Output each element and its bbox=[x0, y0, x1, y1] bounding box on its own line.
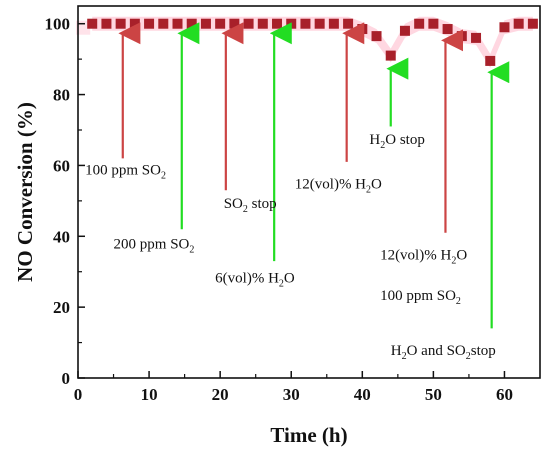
data-point bbox=[257, 18, 268, 29]
data-point bbox=[357, 24, 368, 35]
data-point bbox=[172, 18, 183, 29]
data-point bbox=[272, 18, 283, 29]
annotation-a12h2o: 12(vol)% H2O bbox=[295, 176, 382, 195]
annotation-aso2stop: SO2 stop bbox=[224, 196, 277, 215]
data-point bbox=[456, 31, 467, 42]
data-point bbox=[144, 18, 155, 29]
annotation-a6h2o: 6(vol)% H2O bbox=[215, 270, 295, 289]
annotation-ah2ostop: H2O stop bbox=[369, 132, 424, 151]
data-point bbox=[115, 18, 126, 29]
y-axis-title: NO Conversion (%) bbox=[13, 102, 37, 282]
x-tick-label: 20 bbox=[212, 385, 229, 404]
data-point bbox=[328, 18, 339, 29]
x-axis-title: Time (h) bbox=[270, 423, 347, 447]
data-point bbox=[314, 18, 325, 29]
data-point bbox=[101, 18, 112, 29]
annotation-a12h2o2: 12(vol)% H2O bbox=[380, 247, 467, 266]
y-tick-label: 20 bbox=[53, 298, 70, 317]
data-point bbox=[243, 18, 254, 29]
data-point bbox=[129, 18, 140, 29]
data-point bbox=[513, 18, 524, 29]
data-point bbox=[499, 22, 510, 33]
y-tick-label: 100 bbox=[45, 15, 71, 34]
data-point bbox=[485, 55, 496, 66]
data-point bbox=[229, 18, 240, 29]
x-tick-label: 60 bbox=[496, 385, 513, 404]
x-tick-label: 40 bbox=[354, 385, 371, 404]
data-point bbox=[87, 18, 98, 29]
annotation-ah2oso2stop: H2O and SO2stop bbox=[391, 343, 496, 362]
band-area bbox=[92, 16, 533, 68]
data-point bbox=[186, 18, 197, 29]
data-point bbox=[158, 18, 169, 29]
y-tick-label: 0 bbox=[62, 369, 71, 388]
data-point bbox=[385, 50, 396, 61]
x-tick-label: 50 bbox=[425, 385, 442, 404]
data-point bbox=[399, 25, 410, 36]
y-tick-label: 80 bbox=[53, 86, 70, 105]
data-point bbox=[286, 18, 297, 29]
data-point bbox=[215, 18, 226, 29]
annotation-labels: 100 ppm SO2 200 ppm SO2 SO2 stop 6(vol)% H2… bbox=[85, 132, 496, 362]
data-point bbox=[300, 18, 311, 29]
annotation-a100so2: 100 ppm SO2 bbox=[85, 162, 166, 181]
x-tick-label: 30 bbox=[283, 385, 300, 404]
plot-frame bbox=[77, 5, 541, 379]
x-tick-label: 0 bbox=[74, 385, 83, 404]
data-point bbox=[200, 18, 211, 29]
data-point bbox=[527, 18, 538, 29]
annotation-a100so2b: 100 ppm SO2 bbox=[380, 288, 461, 307]
data-point bbox=[414, 18, 425, 29]
axis-ticks: 0 10 20 30 40 50 60 0 20 40 60 80 100 bbox=[45, 15, 513, 404]
data-point bbox=[442, 24, 453, 35]
y-tick-label: 60 bbox=[53, 156, 70, 175]
x-tick-label: 10 bbox=[141, 385, 158, 404]
y-tick-label: 40 bbox=[53, 227, 70, 246]
data-point bbox=[371, 31, 382, 42]
annotation-a200so2: 200 ppm SO2 bbox=[114, 237, 195, 256]
data-point bbox=[343, 18, 354, 29]
data-point bbox=[428, 18, 439, 29]
annotation-arrows bbox=[118, 22, 510, 329]
data-point bbox=[471, 32, 482, 43]
